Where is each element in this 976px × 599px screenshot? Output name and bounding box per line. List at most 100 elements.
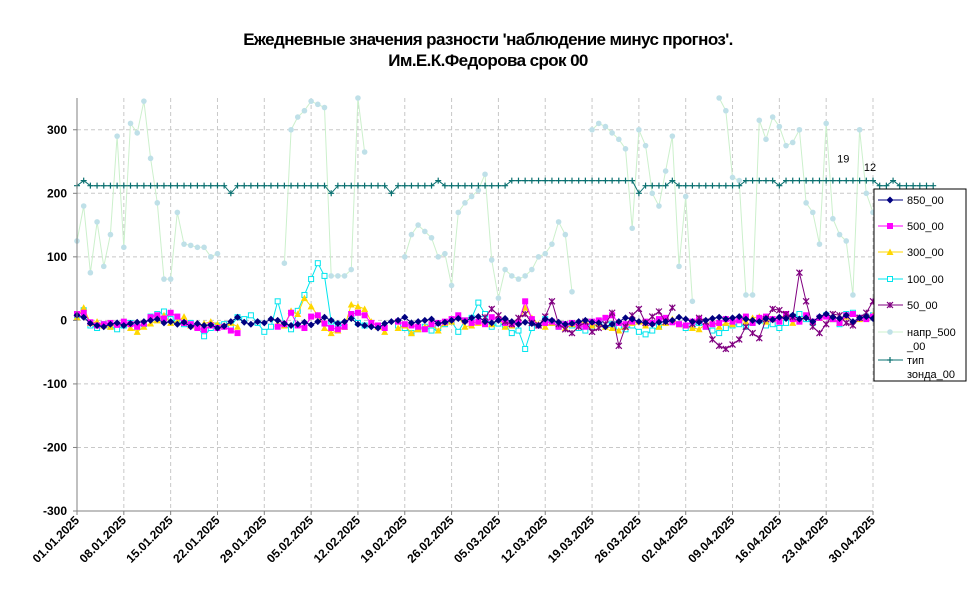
x-tick-label: 05.03.2025 [451, 513, 504, 566]
data-point [127, 120, 134, 127]
data-point [635, 318, 643, 326]
data-point [528, 177, 535, 184]
data-point [843, 238, 850, 244]
data-point [722, 182, 729, 189]
data-point [120, 182, 127, 189]
data-point [916, 182, 923, 189]
data-point [702, 182, 709, 189]
data-point [549, 241, 555, 247]
data-point [321, 182, 328, 189]
data-point [294, 114, 301, 120]
data-point [622, 323, 629, 331]
data-point [501, 314, 509, 322]
data-point [347, 314, 355, 322]
data-point [361, 321, 369, 329]
data-point [736, 317, 743, 324]
data-point [407, 329, 415, 337]
data-point [482, 171, 488, 178]
data-point [134, 323, 141, 330]
data-point [642, 182, 649, 189]
data-point [421, 326, 428, 333]
chart-title-line2: Им.Е.К.Федорова срок 00 [388, 51, 588, 70]
data-point [455, 328, 462, 335]
data-point [422, 228, 428, 235]
data-point [448, 282, 455, 289]
data-point [515, 327, 522, 334]
data-point [789, 139, 796, 146]
data-point [502, 182, 509, 189]
legend-label: тип [907, 355, 924, 367]
x-tick-label: 05.02.2025 [264, 513, 317, 566]
data-point [535, 177, 542, 184]
data-point [354, 182, 361, 189]
data-point [401, 321, 408, 328]
data-point [528, 316, 535, 323]
data-point [709, 321, 716, 328]
data-point [294, 182, 301, 189]
data-point [334, 320, 342, 328]
legend-label: 300_00 [907, 247, 944, 259]
data-point [134, 182, 141, 189]
data-point [121, 244, 127, 251]
data-point [441, 182, 448, 189]
data-point [381, 182, 388, 189]
data-point [160, 315, 167, 322]
data-point [274, 298, 281, 305]
data-point [736, 177, 743, 184]
data-point [715, 323, 723, 330]
data-point [154, 182, 161, 189]
data-point [93, 321, 101, 329]
data-point [415, 182, 422, 189]
data-point [354, 302, 362, 310]
data-point [401, 313, 409, 321]
data-point [709, 182, 716, 189]
legend: 850_00 500_00 300_00 100_00 50_00 напр_500 _00… [873, 188, 967, 382]
data-point [261, 182, 268, 189]
data-point [328, 190, 335, 197]
data-point [669, 133, 676, 139]
data-point [461, 182, 468, 189]
data-point [462, 200, 468, 206]
data-point [495, 295, 502, 301]
data-point [214, 250, 221, 257]
x-tick-label: 23.04.2025 [779, 513, 832, 566]
x-tick-label: 30.04.2025 [826, 513, 879, 566]
data-point [615, 327, 623, 334]
data-point [568, 320, 576, 328]
data-point [468, 319, 475, 326]
data-point [609, 130, 615, 136]
data-point [608, 324, 616, 332]
data-point [428, 182, 435, 189]
data-point [755, 318, 763, 326]
data-point [823, 120, 829, 127]
series-line [591, 122, 693, 302]
data-point [816, 241, 823, 247]
legend-swatch-marker [886, 196, 894, 204]
data-point [127, 320, 135, 328]
data-point [548, 177, 555, 184]
data-point [782, 314, 790, 322]
data-point [388, 190, 395, 197]
data-point [575, 177, 582, 184]
data-point [622, 146, 629, 152]
data-point [442, 250, 448, 257]
data-point [883, 182, 890, 189]
data-point [709, 336, 716, 343]
data-point [749, 329, 757, 337]
data-point [201, 182, 208, 189]
data-point [227, 190, 234, 197]
data-point [542, 250, 549, 257]
data-point [776, 123, 783, 130]
x-tick-label: 26.02.2025 [404, 513, 457, 566]
data-point [722, 325, 729, 332]
data-point [648, 313, 656, 320]
data-point [100, 263, 107, 270]
data-point [321, 104, 328, 111]
data-point [314, 260, 321, 267]
data-point [816, 329, 823, 337]
data-point [682, 193, 689, 200]
data-point [635, 305, 643, 313]
data-point [368, 182, 375, 189]
data-point [154, 200, 161, 206]
data-point [796, 177, 803, 184]
